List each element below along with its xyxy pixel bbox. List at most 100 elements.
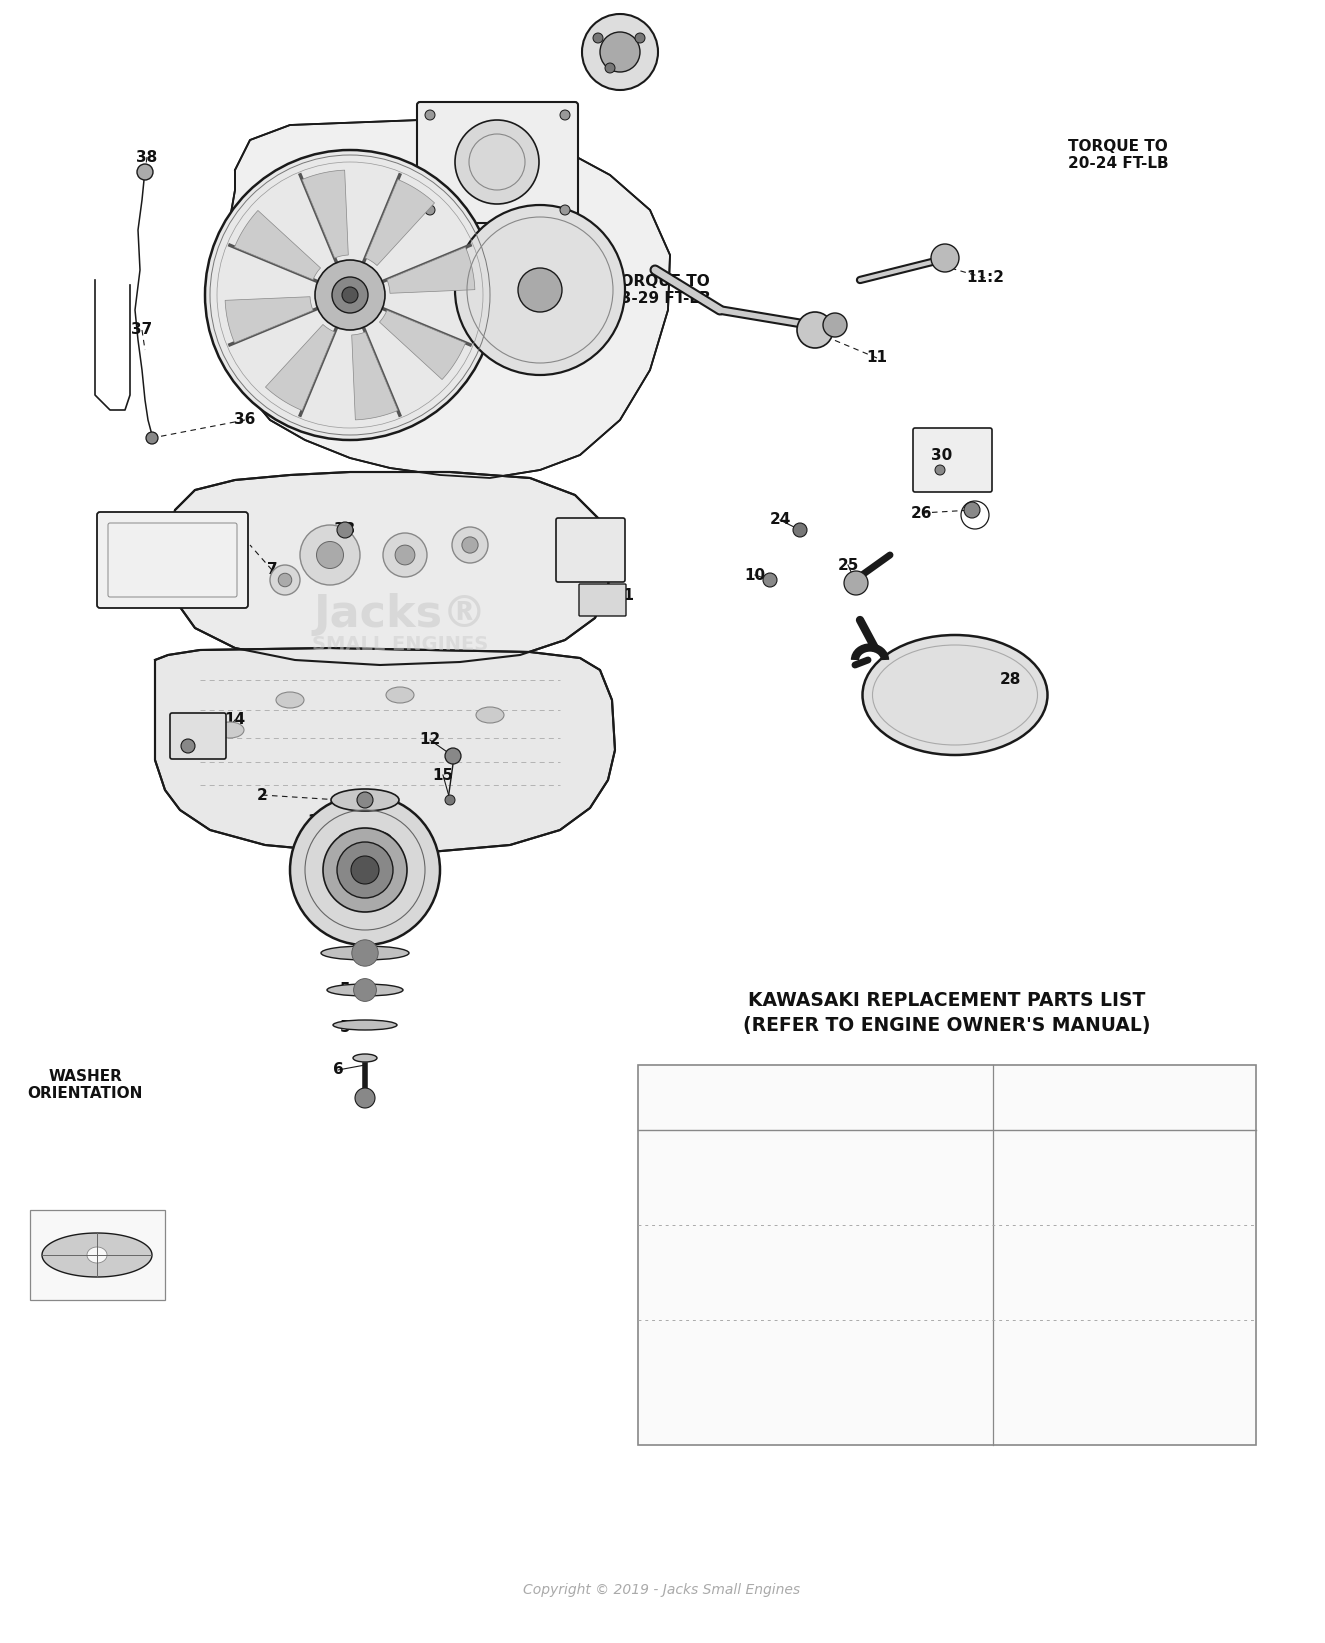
Text: (REFER TO ENGINE OWNER'S MANUAL): (REFER TO ENGINE OWNER'S MANUAL) <box>743 1015 1150 1035</box>
Ellipse shape <box>352 1055 378 1061</box>
Text: 6: 6 <box>333 1063 343 1078</box>
Ellipse shape <box>333 1020 398 1030</box>
Text: SAFETY FILTER: SAFETY FILTER <box>749 1360 882 1375</box>
Text: 11:2: 11:2 <box>966 271 1004 286</box>
Text: 14: 14 <box>224 713 245 728</box>
Circle shape <box>342 288 358 302</box>
Circle shape <box>445 748 461 764</box>
Circle shape <box>290 795 440 945</box>
Text: 12: 12 <box>420 733 441 748</box>
Ellipse shape <box>321 946 409 960</box>
Circle shape <box>352 940 378 966</box>
Text: 49065-2078: 49065-2078 <box>1072 1170 1178 1185</box>
FancyBboxPatch shape <box>97 513 248 608</box>
Circle shape <box>792 522 807 537</box>
Circle shape <box>425 110 435 120</box>
Circle shape <box>333 278 368 314</box>
Text: 38: 38 <box>136 150 158 164</box>
Circle shape <box>560 205 570 215</box>
Circle shape <box>635 33 645 43</box>
Text: 10: 10 <box>745 567 766 583</box>
Text: TORQUE TO
23-29 FT-LB: TORQUE TO 23-29 FT-LB <box>610 274 710 306</box>
Circle shape <box>395 545 415 565</box>
Polygon shape <box>42 1232 152 1277</box>
Text: 33: 33 <box>334 522 355 537</box>
Polygon shape <box>225 297 313 343</box>
Circle shape <box>462 537 478 554</box>
FancyBboxPatch shape <box>417 102 578 223</box>
Text: Copyright © 2019 - Jacks Small Engines: Copyright © 2019 - Jacks Small Engines <box>523 1582 800 1597</box>
Ellipse shape <box>339 830 391 846</box>
Circle shape <box>931 245 959 273</box>
Text: TORQUE TO
20-24 FT-LB: TORQUE TO 20-24 FT-LB <box>1068 138 1169 171</box>
Polygon shape <box>225 120 670 478</box>
Text: 24: 24 <box>770 513 791 527</box>
Circle shape <box>454 120 539 204</box>
Text: 7: 7 <box>266 562 277 577</box>
FancyBboxPatch shape <box>170 713 227 759</box>
Circle shape <box>798 312 833 348</box>
Polygon shape <box>235 210 321 279</box>
FancyBboxPatch shape <box>913 427 992 491</box>
Circle shape <box>317 542 343 568</box>
Text: 5: 5 <box>339 1020 350 1035</box>
Circle shape <box>600 31 640 72</box>
Polygon shape <box>265 324 335 411</box>
Text: 40: 40 <box>517 146 539 161</box>
Bar <box>30 1209 166 1300</box>
Ellipse shape <box>276 692 303 708</box>
Ellipse shape <box>216 721 244 738</box>
Polygon shape <box>366 179 435 266</box>
Bar <box>639 1065 1256 1444</box>
Text: KAWASAKI PART: KAWASAKI PART <box>1048 1089 1200 1106</box>
Circle shape <box>146 432 158 444</box>
Circle shape <box>354 979 376 1001</box>
Polygon shape <box>302 171 348 258</box>
Circle shape <box>606 62 615 72</box>
Circle shape <box>323 828 407 912</box>
Text: 5: 5 <box>339 983 350 997</box>
Circle shape <box>594 33 603 43</box>
Circle shape <box>518 268 562 312</box>
Circle shape <box>425 205 435 215</box>
Text: 37: 37 <box>131 322 152 337</box>
Circle shape <box>205 150 496 440</box>
Circle shape <box>560 110 570 120</box>
Text: 11013-7039: 11013-7039 <box>1072 1360 1178 1375</box>
Circle shape <box>582 15 659 90</box>
Text: 36: 36 <box>235 412 256 427</box>
Polygon shape <box>87 1247 107 1263</box>
Circle shape <box>763 573 776 587</box>
Ellipse shape <box>331 789 399 812</box>
Text: ENGINE OIL FILTER: ENGINE OIL FILTER <box>731 1170 900 1185</box>
Circle shape <box>935 465 945 475</box>
Text: Jacks®: Jacks® <box>313 593 486 636</box>
Circle shape <box>844 572 868 595</box>
Text: SMALL ENGINES: SMALL ENGINES <box>311 636 488 654</box>
Polygon shape <box>379 311 465 380</box>
Polygon shape <box>387 246 474 294</box>
Circle shape <box>356 792 374 808</box>
Text: 16: 16 <box>184 733 205 748</box>
FancyBboxPatch shape <box>579 583 625 616</box>
Text: 15: 15 <box>432 767 453 782</box>
Circle shape <box>383 532 427 577</box>
Circle shape <box>299 526 360 585</box>
Text: 25: 25 <box>837 557 859 572</box>
Polygon shape <box>155 647 615 853</box>
FancyBboxPatch shape <box>556 518 625 582</box>
Circle shape <box>445 795 454 805</box>
Ellipse shape <box>327 984 403 996</box>
Text: 2: 2 <box>257 787 268 802</box>
Circle shape <box>278 573 292 587</box>
Circle shape <box>454 205 625 375</box>
Text: 13: 13 <box>307 815 329 830</box>
Polygon shape <box>168 472 610 665</box>
Text: DESCRIPTION: DESCRIPTION <box>753 1089 878 1106</box>
Circle shape <box>337 841 394 899</box>
Text: 30: 30 <box>931 447 953 462</box>
Ellipse shape <box>386 687 413 703</box>
Circle shape <box>452 527 488 564</box>
Circle shape <box>823 314 847 337</box>
Text: ENGINE AIR FILTER: ENGINE AIR FILTER <box>731 1265 900 1280</box>
